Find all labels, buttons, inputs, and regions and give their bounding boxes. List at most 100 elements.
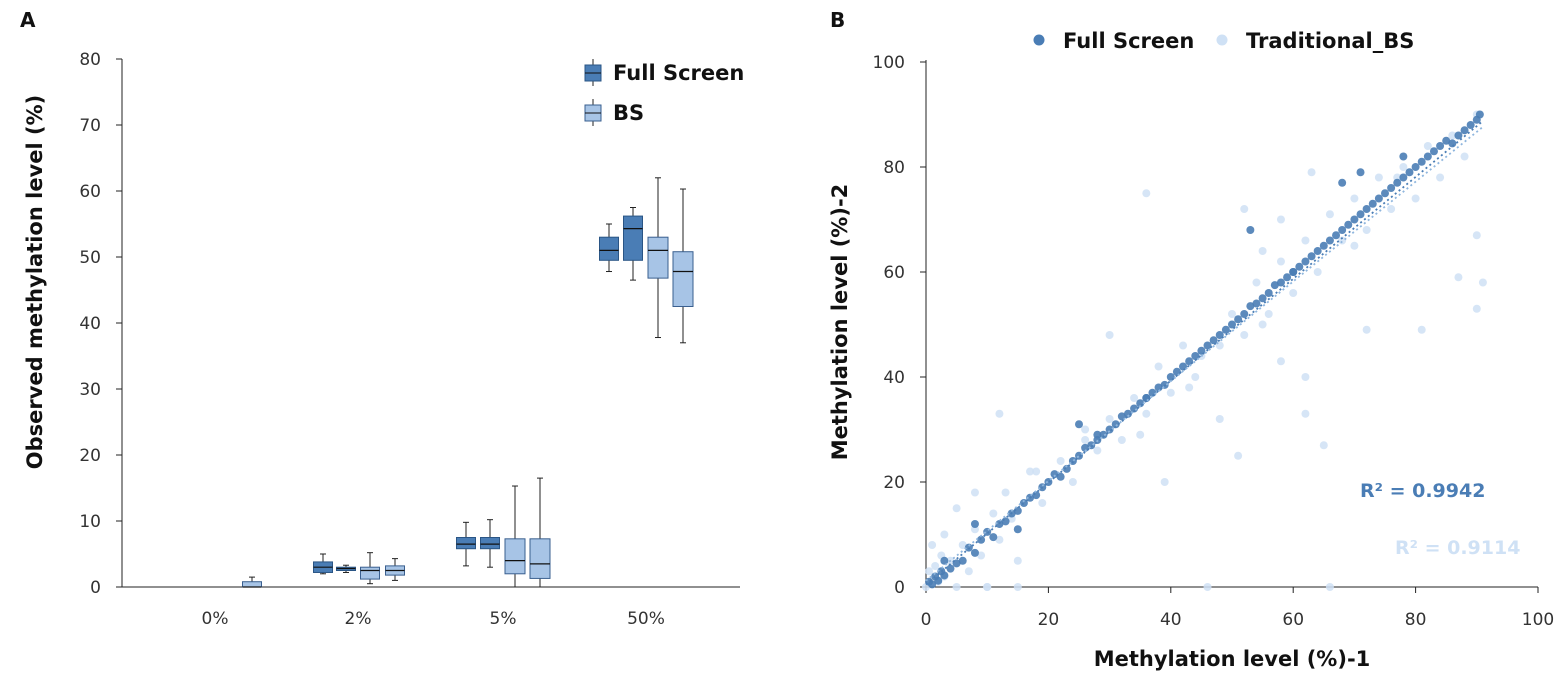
traditional-bs-point — [1032, 467, 1041, 476]
y-tick-label: 0 — [90, 578, 101, 598]
full-screen-point — [1338, 178, 1347, 187]
full-screen-point — [1319, 241, 1328, 250]
traditional-bs-point — [1276, 215, 1285, 224]
traditional-bs-point — [1374, 173, 1383, 182]
full-screen-point — [958, 556, 967, 565]
full-screen-point — [1460, 126, 1469, 135]
full-screen-point — [1123, 409, 1132, 418]
box-body — [480, 537, 500, 550]
box-plot — [647, 177, 669, 339]
y-tick-label: 20 — [883, 473, 905, 493]
full-screen-point — [1344, 220, 1353, 229]
traditional-bs-point — [1068, 478, 1077, 486]
full-screen-point — [1228, 320, 1236, 329]
traditional-bs-point — [1179, 341, 1188, 350]
traditional-bs-point — [1478, 278, 1487, 287]
traditional-bs-point — [1166, 388, 1175, 397]
full-screen-point — [1362, 205, 1371, 213]
panel-b-legend: Full Screen Traditional_BS — [1033, 29, 1414, 53]
full-screen-point — [1166, 373, 1175, 381]
y-tick-label: 60 — [883, 263, 905, 283]
traditional-bs-point — [1454, 273, 1463, 282]
y-tick-label: 50 — [79, 248, 101, 268]
full-screen-point — [1209, 336, 1218, 345]
legend-label: Traditional_BS — [1246, 29, 1414, 53]
traditional-bs-point — [1191, 373, 1200, 381]
full-screen-point — [1203, 341, 1212, 350]
traditional-bs-point — [925, 567, 934, 576]
y-tick-label: 40 — [883, 368, 905, 388]
full-screen-point — [1475, 110, 1484, 119]
traditional-bs-point — [1276, 257, 1285, 266]
traditional-bs-point — [1276, 357, 1285, 366]
full-screen-point — [1264, 289, 1273, 297]
full-screen-point — [1013, 525, 1022, 534]
y-tick-label: 80 — [883, 158, 905, 178]
full-screen-point — [934, 576, 943, 585]
x-tick-label: 50% — [627, 609, 665, 629]
full-screen-point — [1050, 470, 1059, 479]
traditional-bs-point — [1185, 383, 1194, 392]
traditional-bs-point — [1417, 325, 1426, 334]
x-tick-label: 5% — [490, 609, 517, 629]
x-tick-label: 40 — [1160, 610, 1182, 630]
full-screen-point — [1240, 310, 1249, 318]
full-screen-point — [1423, 152, 1432, 161]
traditional-bs-point — [1093, 446, 1102, 455]
traditional-bs-point — [1142, 409, 1151, 418]
traditional-bs-point — [1301, 409, 1310, 418]
box-body — [672, 251, 694, 307]
full-screen-point — [1387, 184, 1396, 192]
traditional-bs-point — [1325, 583, 1334, 591]
traditional-bs-point — [1362, 325, 1371, 334]
r2-traditional-bs-label: R² = 0.9114 — [1395, 537, 1520, 559]
box-body — [623, 215, 643, 261]
x-tick-label: 80 — [1405, 610, 1427, 630]
traditional-bs-point — [1472, 304, 1481, 313]
full-screen-point — [1246, 302, 1255, 311]
traditional-bs-point — [1338, 236, 1347, 245]
full-screen-point — [1221, 325, 1230, 334]
full-screen-point — [1032, 491, 1041, 500]
traditional-bs-point — [1240, 331, 1249, 339]
traditional-bs-point — [1001, 488, 1010, 497]
full-screen-point — [1283, 273, 1292, 282]
traditional-bs-point — [1289, 289, 1298, 297]
traditional-bs-point — [1399, 163, 1408, 171]
traditional-bs-point — [1026, 467, 1035, 476]
panel-b-trendlines — [925, 120, 1484, 586]
full-screen-point — [1087, 441, 1096, 450]
full-screen-point — [1356, 168, 1365, 177]
traditional-bs-point — [995, 535, 1004, 544]
full-screen-point — [1179, 362, 1188, 371]
full-screen-point — [1350, 215, 1359, 224]
traditional-bs-point — [1240, 205, 1249, 213]
full-screen-point — [940, 556, 949, 565]
traditional-bs-point — [1460, 152, 1469, 161]
box-plot — [480, 519, 500, 568]
panel-a-y-ticks: 0 10 20 30 40 50 60 70 80 — [79, 50, 122, 598]
y-tick-label: 10 — [79, 512, 101, 532]
y-tick-label: 60 — [79, 182, 101, 202]
full-screen-point — [1276, 278, 1285, 287]
y-tick-label: 80 — [79, 50, 101, 70]
box-body — [456, 537, 476, 550]
box-plot — [529, 477, 551, 588]
full-screen-point — [1442, 136, 1451, 145]
traditional-bs-point — [1472, 231, 1481, 240]
legend-label: Full Screen — [613, 61, 744, 85]
full-screen-point — [946, 564, 955, 573]
full-screen-point — [1448, 139, 1457, 148]
full-screen-point — [1215, 331, 1224, 339]
traditional-bs-point — [952, 504, 961, 513]
traditional-bs-point — [1136, 430, 1145, 439]
box-plot — [599, 223, 619, 273]
panel-b: B Methylation level (%)-2 Methylation le… — [828, 8, 1554, 671]
full-screen-point — [1393, 178, 1402, 187]
full-screen-point — [1313, 247, 1322, 255]
full-screen-point — [1093, 430, 1102, 439]
traditional-bs-point — [1411, 194, 1420, 203]
legend-label: BS — [613, 101, 644, 125]
traditional-bs-point — [1081, 436, 1090, 444]
